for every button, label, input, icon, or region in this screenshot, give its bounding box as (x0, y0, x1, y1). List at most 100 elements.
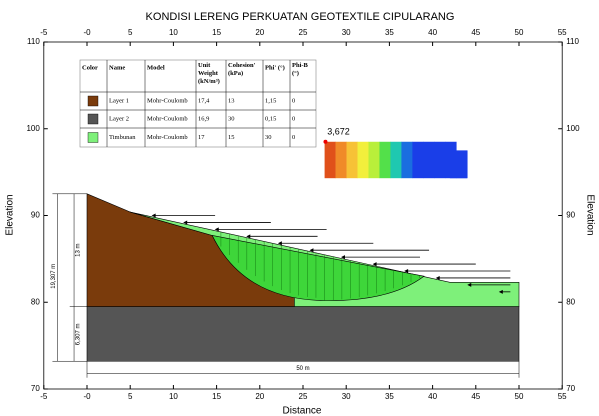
anchor-arrow (498, 289, 503, 294)
anchor-arrow (183, 220, 188, 225)
x-tick-label: 30 (342, 392, 351, 401)
y-tick-label: 90 (31, 211, 40, 220)
x-tick-label: 55 (558, 392, 567, 401)
y-tick-label: 80 (566, 297, 575, 306)
anchor-arrow (467, 282, 472, 287)
anchor-arrow (340, 255, 345, 260)
table-header: Phi-B (°) (292, 62, 309, 77)
safety-factor: 3,672 (327, 127, 350, 137)
contour-cell (357, 141, 369, 179)
critical-center (323, 139, 328, 144)
anchor-arrow (277, 241, 282, 246)
x-tick-label: 15 (212, 28, 221, 37)
y-tick-label: 80 (31, 297, 40, 306)
x-tick-label: 30 (342, 28, 351, 37)
color-swatch (87, 113, 99, 125)
contour-cell (346, 141, 358, 179)
anchor-arrow (151, 213, 156, 218)
x-tick-label: 5 (128, 28, 133, 37)
anchor-arrow (246, 234, 251, 239)
y-tick-label: 90 (566, 211, 575, 220)
contour-cell (368, 141, 380, 179)
table-cell: 13 (228, 97, 235, 104)
x-tick-label: -5 (40, 392, 48, 401)
table-cell: 30 (265, 134, 272, 141)
contour-cell (434, 141, 446, 179)
table-header: Unit Weight (kN/m³) (198, 62, 220, 85)
layer-2 (86, 306, 520, 362)
x-tick-label: 45 (471, 392, 480, 401)
contour-cell (423, 141, 435, 179)
table-header: Phi' (°) (265, 64, 285, 71)
table-cell: Layer 2 (109, 115, 129, 122)
dim-lower: 6,307 m (76, 324, 82, 346)
x-tick-label: 35 (385, 392, 394, 401)
table-cell: 17 (198, 134, 205, 141)
x-tick-label: 35 (385, 28, 394, 37)
x-tick-label: 25 (299, 28, 308, 37)
table-header: Name (109, 64, 125, 71)
contour-cell (379, 141, 391, 179)
x-axis-label: Distance (283, 406, 322, 416)
slip-mass (211, 235, 425, 301)
y-axis-label-right: Elevation (584, 194, 595, 235)
table-bg (79, 59, 317, 148)
table-cell: 30 (228, 115, 235, 122)
contour-cell (390, 141, 402, 179)
x-tick-label: -0 (83, 392, 91, 401)
table-cell: 17,4 (198, 97, 210, 104)
x-tick-label: 50 (515, 392, 524, 401)
contour-cell (401, 141, 413, 179)
x-tick-label: -5 (40, 28, 48, 37)
x-tick-label: 20 (255, 392, 264, 401)
x-tick-label: 50 (515, 28, 524, 37)
table-cell: 0 (292, 134, 295, 141)
anchor-arrow (372, 262, 377, 267)
anchor-arrow (214, 227, 219, 232)
anchor-arrow (309, 248, 314, 253)
table-cell: Mohr-Coulomb (147, 97, 188, 104)
y-tick-label: 110 (27, 37, 40, 46)
anchor-arrow (404, 269, 409, 274)
x-tick-label: 45 (471, 28, 480, 37)
contour-cell (449, 150, 468, 179)
y-tick-label: 70 (31, 384, 40, 393)
table-cell: 0,15 (265, 115, 276, 122)
y-tick-label: 100 (566, 124, 580, 133)
contour-cell (335, 141, 347, 179)
y-axis-label: Elevation (5, 194, 16, 235)
title: KONDISI LERENG PERKUATAN GEOTEXTILE CIPU… (146, 11, 455, 23)
table-cell: 0 (292, 115, 295, 122)
color-swatch (87, 132, 99, 143)
dim-total: 19,307 m (51, 264, 57, 289)
table-cell: Mohr-Coulomb (147, 115, 188, 122)
table-cell: Timbunan (109, 134, 136, 141)
x-tick-label: 15 (212, 392, 221, 401)
table-header: Cohesion' (kPa) (228, 62, 256, 77)
dim-width: 50 m (296, 366, 309, 372)
x-tick-label: 55 (558, 28, 567, 37)
contour-cell (324, 141, 336, 179)
x-tick-label: 10 (169, 392, 178, 401)
x-tick-label: 10 (169, 28, 178, 37)
table-cell: Mohr-Coulomb (147, 134, 188, 141)
table-cell: 16,9 (198, 115, 209, 122)
table-cell: 15 (228, 134, 235, 141)
color-swatch (87, 95, 99, 107)
x-tick-label: 40 (428, 28, 437, 37)
anchor-arrow (435, 275, 440, 280)
table-header: Color (82, 64, 98, 71)
y-tick-label: 110 (566, 37, 579, 46)
y-tick-label: 70 (566, 384, 575, 393)
x-tick-label: 25 (299, 392, 308, 401)
table-cell: 0 (292, 97, 295, 104)
x-tick-label: -0 (83, 28, 91, 37)
x-tick-label: 5 (128, 392, 133, 401)
dim-upper: 13 m (76, 244, 82, 257)
x-tick-label: 40 (428, 392, 437, 401)
x-tick-label: 20 (255, 28, 264, 37)
table-cell: 1,15 (265, 97, 276, 104)
table-header: Model (147, 64, 165, 71)
contour-cell (412, 141, 424, 179)
